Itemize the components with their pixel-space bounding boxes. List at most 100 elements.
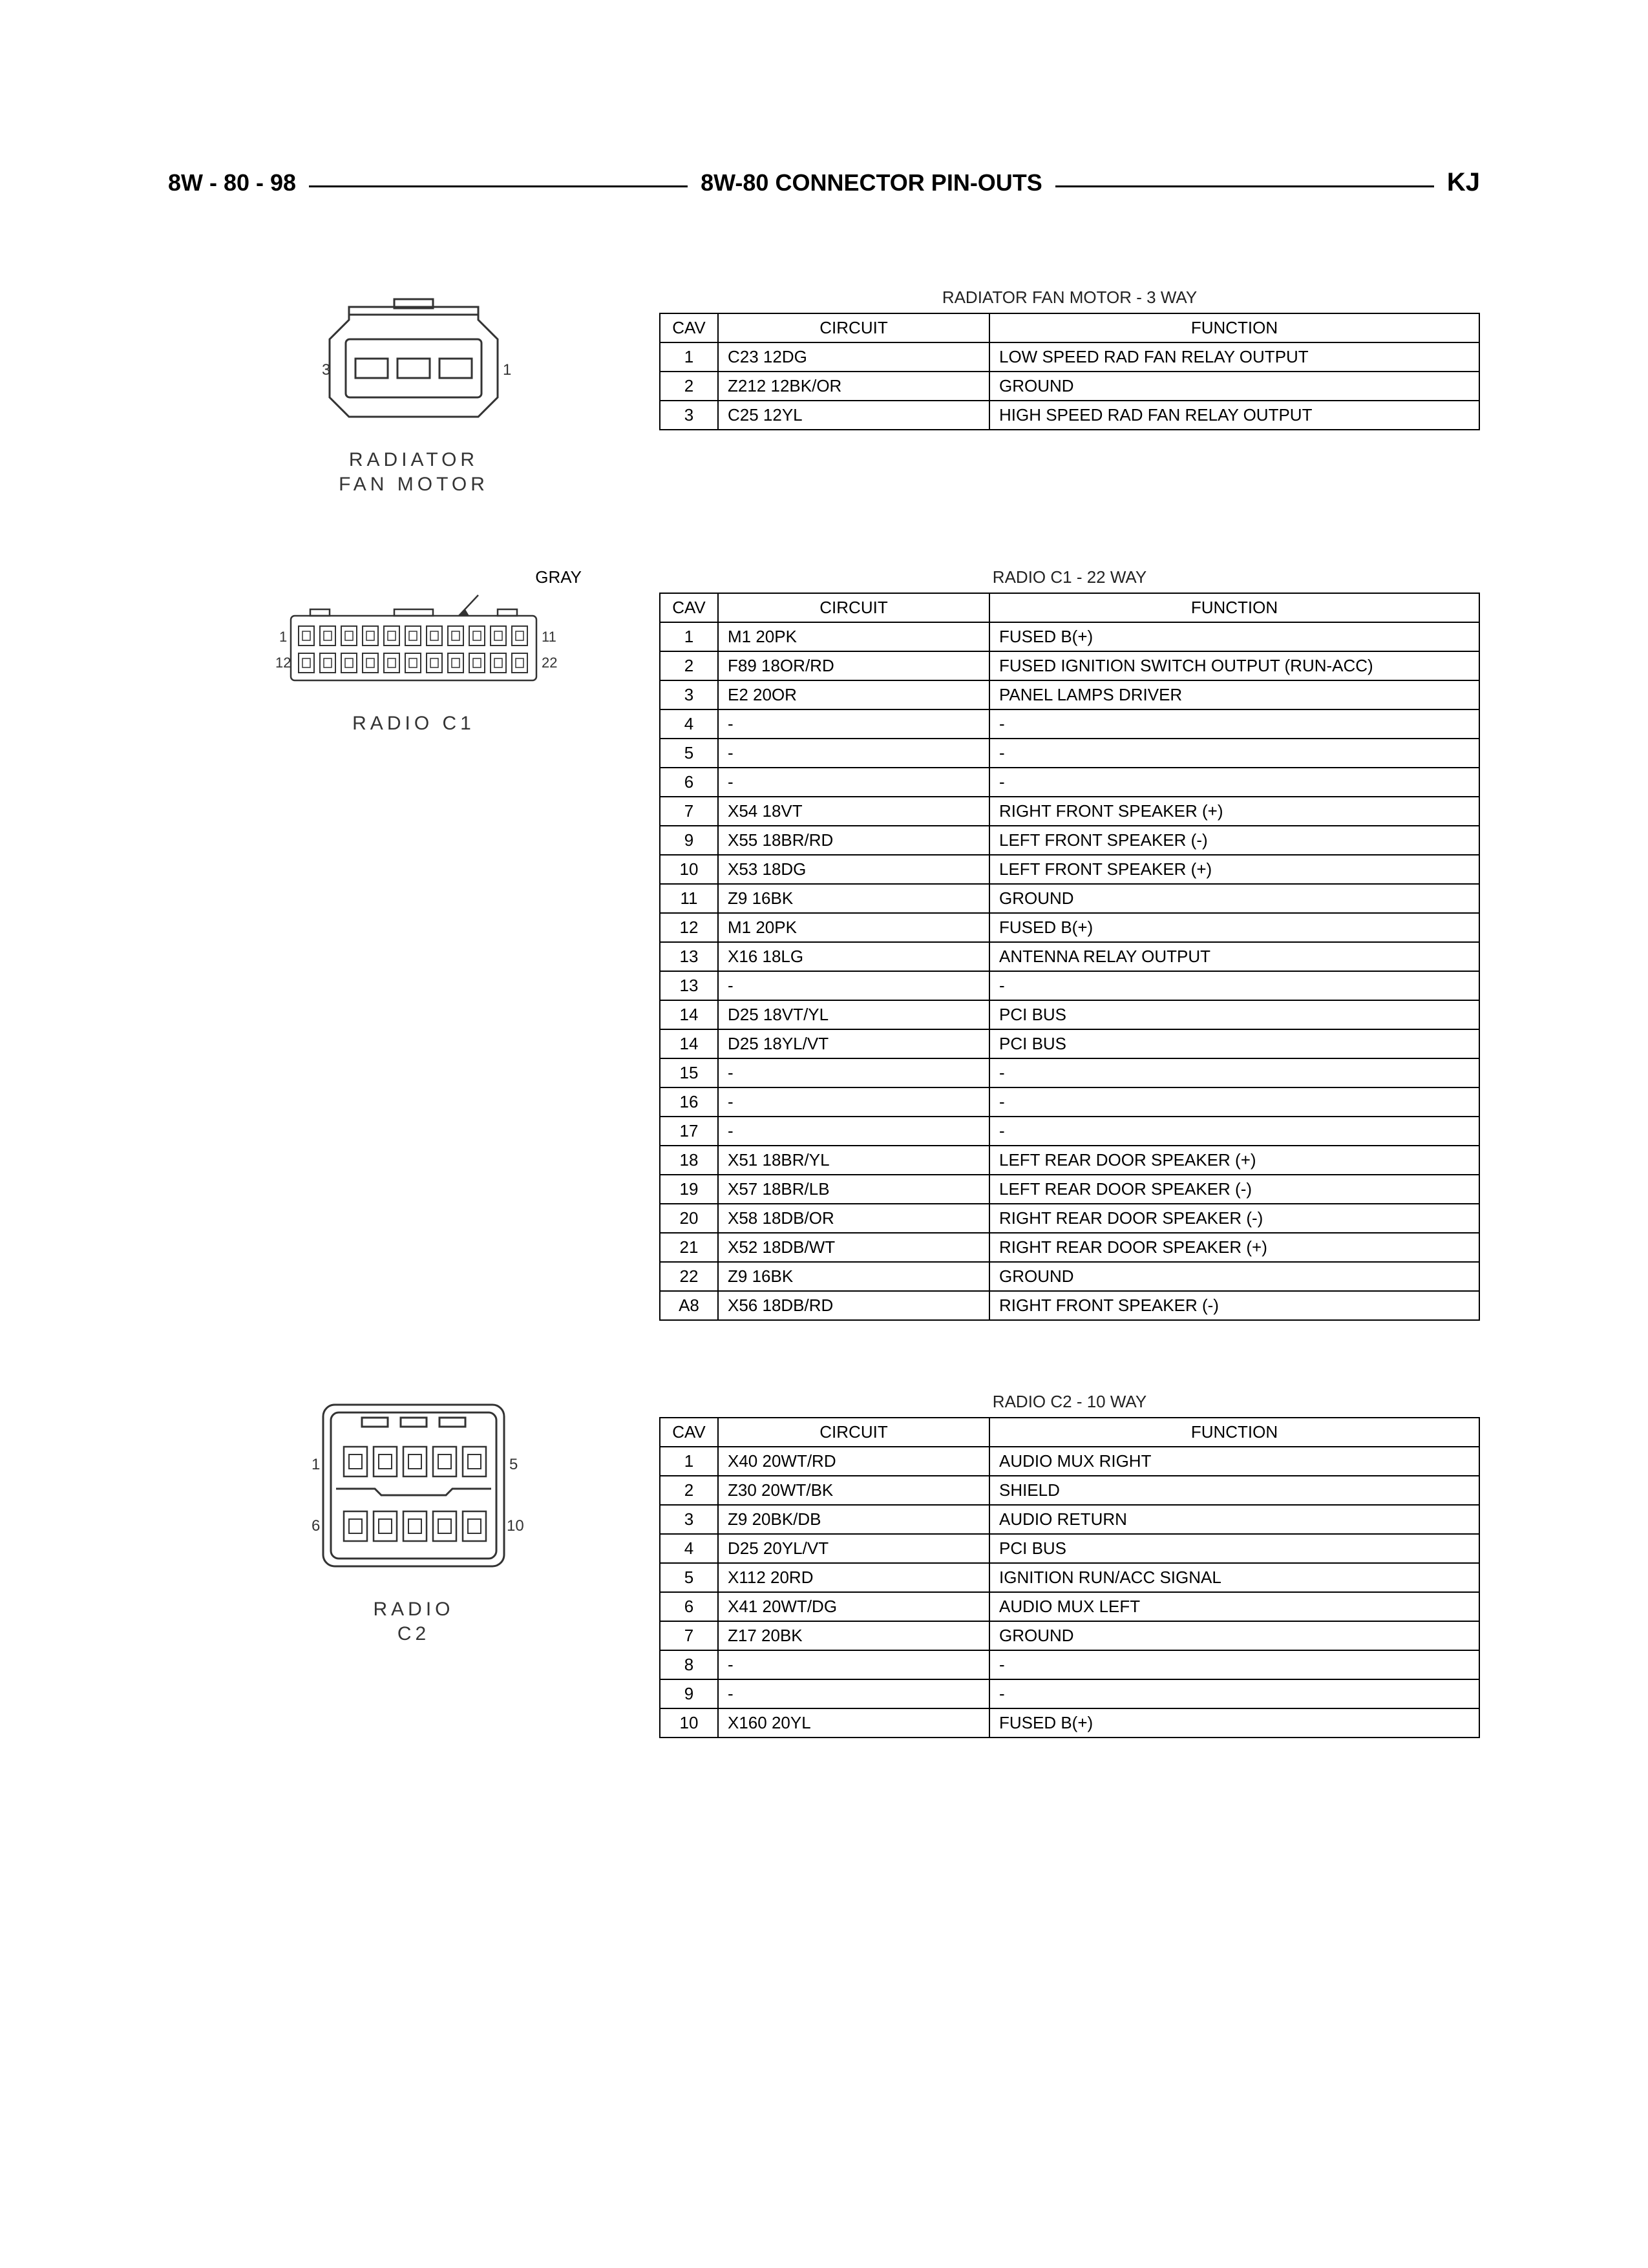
cell-function: - xyxy=(989,739,1479,768)
cell-function: LEFT REAR DOOR SPEAKER (+) xyxy=(989,1146,1479,1175)
cell-circuit: D25 18VT/YL xyxy=(718,1000,989,1029)
cell-function: LEFT FRONT SPEAKER (-) xyxy=(989,826,1479,855)
table-row: 3E2 20ORPANEL LAMPS DRIVER xyxy=(660,680,1479,709)
cell-cav: 6 xyxy=(660,1592,718,1621)
tbody-radio-c2: 1X40 20WT/RDAUDIO MUX RIGHT2Z30 20WT/BKS… xyxy=(660,1447,1479,1738)
table-row: 9-- xyxy=(660,1679,1479,1708)
cell-cav: 9 xyxy=(660,1679,718,1708)
header-right: KJ xyxy=(1447,168,1480,197)
cell-circuit: - xyxy=(718,709,989,739)
table-row: 10X53 18DGLEFT FRONT SPEAKER (+) xyxy=(660,855,1479,884)
cell-function: FUSED B(+) xyxy=(989,622,1479,651)
cell-function: HIGH SPEED RAD FAN RELAY OUTPUT xyxy=(989,401,1479,430)
table-row: 8-- xyxy=(660,1650,1479,1679)
cell-cav: 10 xyxy=(660,855,718,884)
header-left: 8W - 80 - 98 xyxy=(168,169,296,196)
cell-circuit: E2 20OR xyxy=(718,680,989,709)
cell-function: FUSED B(+) xyxy=(989,913,1479,942)
cell-cav: 3 xyxy=(660,1505,718,1534)
section-radiator: 3 1 RADIATORFAN MOTOR RADIATOR FAN MOTOR… xyxy=(168,288,1480,496)
cell-function: AUDIO RETURN xyxy=(989,1505,1479,1534)
table-row: 14D25 18YL/VTPCI BUS xyxy=(660,1029,1479,1058)
cell-circuit: D25 18YL/VT xyxy=(718,1029,989,1058)
cell-circuit: X54 18VT xyxy=(718,797,989,826)
cell-circuit: X55 18BR/RD xyxy=(718,826,989,855)
tbody-radiator: 1C23 12DGLOW SPEED RAD FAN RELAY OUTPUT2… xyxy=(660,342,1479,430)
cell-function: GROUND xyxy=(989,1262,1479,1291)
col-cav: CAV xyxy=(660,313,718,342)
table-row: 2Z30 20WT/BKSHIELD xyxy=(660,1476,1479,1505)
table-row: 18X51 18BR/YLLEFT REAR DOOR SPEAKER (+) xyxy=(660,1146,1479,1175)
pinout-table-radiator: CAV CIRCUIT FUNCTION 1C23 12DGLOW SPEED … xyxy=(659,313,1480,430)
cell-function: - xyxy=(989,709,1479,739)
pinout-table-radio-c2: CAV CIRCUIT FUNCTION 1X40 20WT/RDAUDIO M… xyxy=(659,1417,1480,1738)
cell-cav: 19 xyxy=(660,1175,718,1204)
connector-diagram-radiator: 3 1 xyxy=(310,288,517,436)
table-row: 13X16 18LGANTENNA RELAY OUTPUT xyxy=(660,942,1479,971)
cell-function: LEFT FRONT SPEAKER (+) xyxy=(989,855,1479,884)
tbody-radio-c1: 1M1 20PKFUSED B(+)2F89 18OR/RDFUSED IGNI… xyxy=(660,622,1479,1320)
callout-gray: GRAY xyxy=(535,567,582,587)
cell-cav: 14 xyxy=(660,1029,718,1058)
cell-cav: 7 xyxy=(660,797,718,826)
cell-circuit: C23 12DG xyxy=(718,342,989,372)
cell-cav: 15 xyxy=(660,1058,718,1087)
cell-cav: 14 xyxy=(660,1000,718,1029)
cell-circuit: X40 20WT/RD xyxy=(718,1447,989,1476)
connector-diagram-radio-c1: 1 11 12 22 xyxy=(265,590,562,700)
cell-function: FUSED B(+) xyxy=(989,1708,1479,1738)
cell-cav: 13 xyxy=(660,942,718,971)
cell-circuit: Z9 20BK/DB xyxy=(718,1505,989,1534)
section-radio-c1: GRAY 1 11 12 22 xyxy=(168,567,1480,1321)
table-row: 1X40 20WT/RDAUDIO MUX RIGHT xyxy=(660,1447,1479,1476)
cell-cav: A8 xyxy=(660,1291,718,1320)
header-center: 8W-80 CONNECTOR PIN-OUTS xyxy=(701,169,1042,196)
table-row: 3C25 12YLHIGH SPEED RAD FAN RELAY OUTPUT xyxy=(660,401,1479,430)
page-header: 8W - 80 - 98 8W-80 CONNECTOR PIN-OUTS KJ xyxy=(168,168,1480,197)
diagram-label-radiator: RADIATORFAN MOTOR xyxy=(339,448,489,496)
cell-cav: 4 xyxy=(660,1534,718,1563)
table-row: 22Z9 16BKGROUND xyxy=(660,1262,1479,1291)
svg-text:6: 6 xyxy=(312,1517,320,1535)
table-row: 6-- xyxy=(660,768,1479,797)
table-row: 5X112 20RDIGNITION RUN/ACC SIGNAL xyxy=(660,1563,1479,1592)
cell-function: - xyxy=(989,1087,1479,1117)
cell-function: - xyxy=(989,1679,1479,1708)
cell-function: - xyxy=(989,1117,1479,1146)
table-title-radio-c2: RADIO C2 - 10 WAY xyxy=(659,1392,1480,1412)
cell-function: RIGHT REAR DOOR SPEAKER (+) xyxy=(989,1233,1479,1262)
cell-circuit: Z30 20WT/BK xyxy=(718,1476,989,1505)
cell-function: - xyxy=(989,1058,1479,1087)
cell-circuit: Z17 20BK xyxy=(718,1621,989,1650)
cell-cav: 21 xyxy=(660,1233,718,1262)
cell-function: LOW SPEED RAD FAN RELAY OUTPUT xyxy=(989,342,1479,372)
cell-cav: 3 xyxy=(660,680,718,709)
table-row: 11Z9 16BKGROUND xyxy=(660,884,1479,913)
cell-cav: 1 xyxy=(660,1447,718,1476)
svg-text:1: 1 xyxy=(279,629,287,645)
cell-function: IGNITION RUN/ACC SIGNAL xyxy=(989,1563,1479,1592)
table-row: 4D25 20YL/VTPCI BUS xyxy=(660,1534,1479,1563)
cell-cav: 5 xyxy=(660,739,718,768)
cell-function: - xyxy=(989,768,1479,797)
cell-circuit: X51 18BR/YL xyxy=(718,1146,989,1175)
svg-text:3: 3 xyxy=(322,361,330,379)
svg-text:5: 5 xyxy=(509,1456,518,1473)
cell-circuit: - xyxy=(718,1058,989,1087)
cell-cav: 9 xyxy=(660,826,718,855)
cell-function: LEFT REAR DOOR SPEAKER (-) xyxy=(989,1175,1479,1204)
cell-circuit: X53 18DG xyxy=(718,855,989,884)
cell-circuit: X160 20YL xyxy=(718,1708,989,1738)
cell-circuit: - xyxy=(718,768,989,797)
table-row: 16-- xyxy=(660,1087,1479,1117)
table-row: 17-- xyxy=(660,1117,1479,1146)
cell-circuit: X112 20RD xyxy=(718,1563,989,1592)
cell-function: GROUND xyxy=(989,372,1479,401)
col-function: FUNCTION xyxy=(989,1418,1479,1447)
table-row: 7X54 18VTRIGHT FRONT SPEAKER (+) xyxy=(660,797,1479,826)
cell-cav: 6 xyxy=(660,768,718,797)
table-row: 12M1 20PKFUSED B(+) xyxy=(660,913,1479,942)
cell-function: RIGHT REAR DOOR SPEAKER (-) xyxy=(989,1204,1479,1233)
cell-circuit: F89 18OR/RD xyxy=(718,651,989,680)
table-row: 6X41 20WT/DGAUDIO MUX LEFT xyxy=(660,1592,1479,1621)
